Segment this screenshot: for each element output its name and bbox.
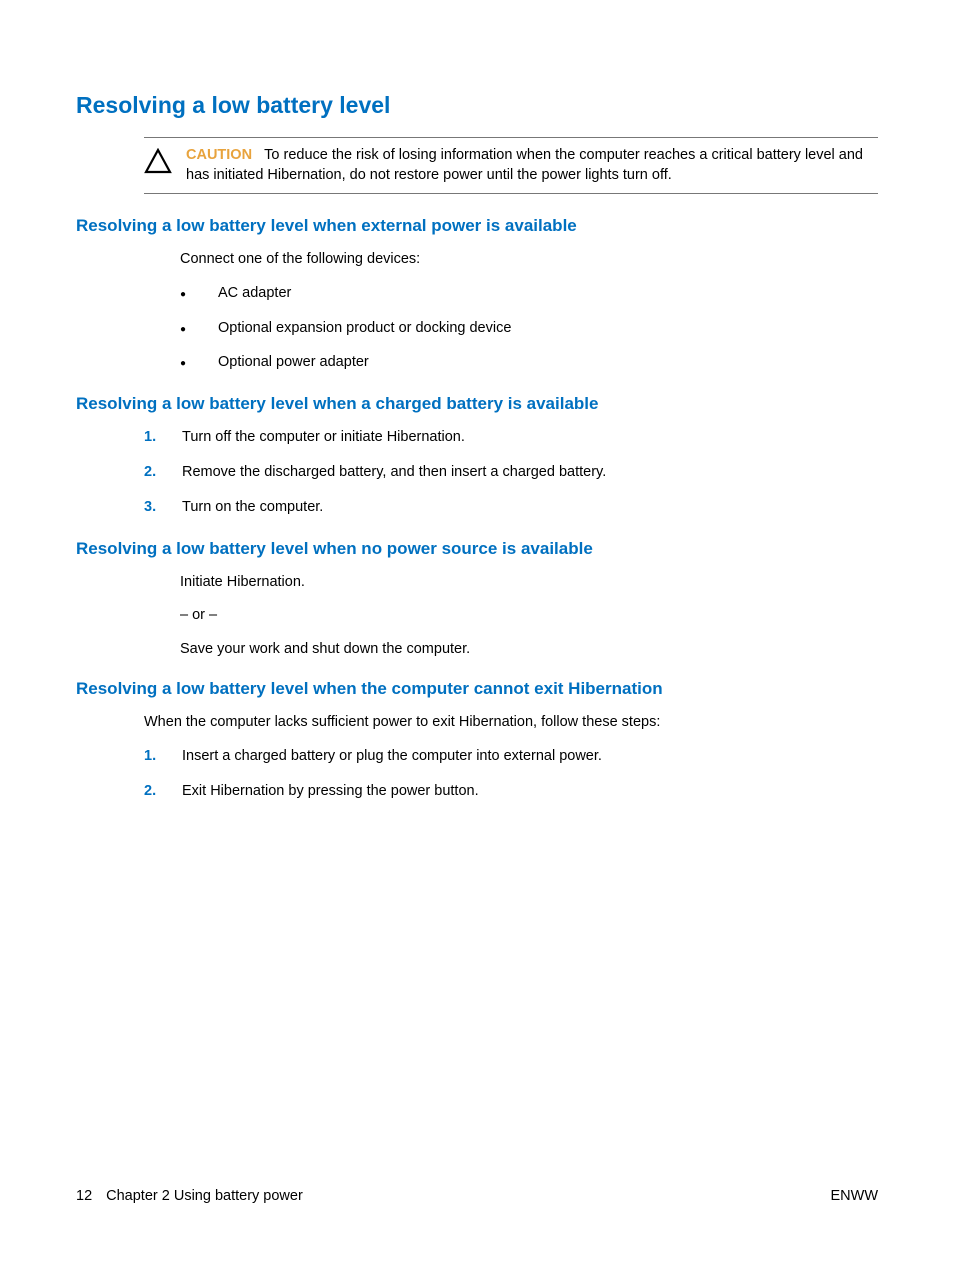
list-item: AC adapter: [180, 284, 878, 303]
page-content: Resolving a low battery level CAUTION To…: [0, 0, 954, 801]
paragraph: – or –: [180, 606, 878, 626]
heading-2: Resolving a low battery level when exter…: [76, 216, 878, 236]
paragraph: Connect one of the following devices:: [180, 250, 878, 270]
caution-text: CAUTION To reduce the risk of losing inf…: [186, 146, 878, 185]
list-item: Optional expansion product or docking de…: [180, 319, 878, 338]
paragraph: Save your work and shut down the compute…: [180, 640, 878, 660]
paragraph: When the computer lacks sufficient power…: [144, 713, 878, 733]
list-item: Remove the discharged battery, and then …: [144, 463, 878, 482]
section-no-power: Resolving a low battery level when no po…: [76, 539, 878, 660]
paragraph: Initiate Hibernation.: [180, 573, 878, 593]
caution-callout: CAUTION To reduce the risk of losing inf…: [144, 137, 878, 194]
heading-2: Resolving a low battery level when a cha…: [76, 394, 878, 414]
caution-triangle-icon: [144, 148, 172, 179]
caution-body: To reduce the risk of losing information…: [186, 147, 863, 183]
numbered-list: Turn off the computer or initiate Hibern…: [144, 428, 878, 517]
list-item: Turn on the computer.: [144, 498, 878, 517]
heading-2: Resolving a low battery level when no po…: [76, 539, 878, 559]
section-cannot-exit: Resolving a low battery level when the c…: [76, 679, 878, 800]
caution-label: CAUTION: [186, 147, 252, 163]
list-item: Insert a charged battery or plug the com…: [144, 747, 878, 766]
page-footer: 12 Chapter 2 Using battery power ENWW: [76, 1188, 878, 1204]
list-item: Exit Hibernation by pressing the power b…: [144, 782, 878, 801]
list-item: Turn off the computer or initiate Hibern…: [144, 428, 878, 447]
footer-left: 12 Chapter 2 Using battery power: [76, 1188, 303, 1204]
numbered-list: Insert a charged battery or plug the com…: [144, 747, 878, 801]
bullet-list: AC adapter Optional expansion product or…: [180, 284, 878, 373]
heading-1: Resolving a low battery level: [76, 92, 878, 119]
section-external-power: Resolving a low battery level when exter…: [76, 216, 878, 372]
heading-2: Resolving a low battery level when the c…: [76, 679, 878, 699]
section-charged-battery: Resolving a low battery level when a cha…: [76, 394, 878, 517]
page-number: 12: [76, 1188, 92, 1204]
list-item: Optional power adapter: [180, 353, 878, 372]
footer-right: ENWW: [830, 1188, 878, 1204]
chapter-label: Chapter 2 Using battery power: [106, 1188, 303, 1204]
